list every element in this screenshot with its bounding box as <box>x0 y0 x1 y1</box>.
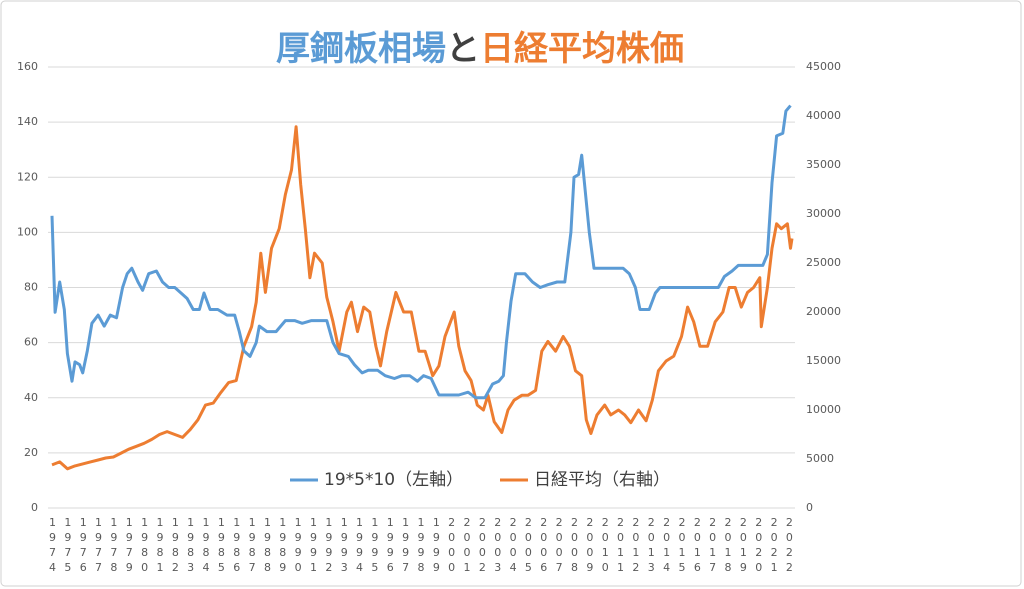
x-tick-label: 2005 <box>522 516 535 576</box>
title-part: と <box>446 29 480 69</box>
x-tick-label: 1988 <box>261 516 274 576</box>
y-tick-label: 100 <box>17 225 38 238</box>
x-tick-label: 1993 <box>338 516 351 576</box>
x-tick-label: 1982 <box>169 516 182 576</box>
y2-tick-label: 30000 <box>806 207 841 220</box>
x-tick-label: 1994 <box>353 516 366 576</box>
y-tick-label: 120 <box>17 170 38 183</box>
x-tick-label: 2016 <box>691 516 704 576</box>
y2-tick-label: 25000 <box>806 256 841 269</box>
x-tick-label: 1987 <box>246 516 259 576</box>
y-tick-label: 0 <box>31 501 38 514</box>
x-tick-label: 2000 <box>445 516 458 576</box>
x-tick-label: 2007 <box>553 516 566 576</box>
x-tick-label: 2009 <box>583 516 596 576</box>
x-tick-label: 2003 <box>491 516 504 576</box>
x-tick-label: 1979 <box>123 516 136 576</box>
x-tick-label: 2006 <box>537 516 550 576</box>
x-tick-label: 1976 <box>77 516 90 576</box>
x-tick-label: 2019 <box>737 516 750 576</box>
y2-tick-label: 5000 <box>806 452 834 465</box>
y2-tick-label: 35000 <box>806 158 841 171</box>
y2-tick-label: 40000 <box>806 109 841 122</box>
y-tick-label: 20 <box>24 446 38 459</box>
x-tick-label: 1997 <box>399 516 412 576</box>
x-tick-label: 2021 <box>768 516 781 576</box>
x-tick-label: 1992 <box>322 516 335 576</box>
x-tick-label: 1981 <box>153 516 166 576</box>
x-tick-label: 1996 <box>384 516 397 576</box>
x-tick-label: 2013 <box>645 516 658 576</box>
x-tick-label: 1974 <box>46 516 59 576</box>
title-backdrop <box>238 26 722 72</box>
y2-tick-label: 45000 <box>806 60 841 73</box>
x-tick-label: 2008 <box>568 516 581 576</box>
x-tick-label: 1983 <box>184 516 197 576</box>
x-tick-label: 1978 <box>107 516 120 576</box>
line <box>51 125 794 471</box>
x-tick-label: 1980 <box>138 516 151 576</box>
y-tick-label: 60 <box>24 336 38 349</box>
x-tick-label: 1977 <box>92 516 105 576</box>
x-tick-label: 2001 <box>461 516 474 576</box>
x-tick-label: 1989 <box>276 516 289 576</box>
title-part: 厚鋼板相場 <box>276 29 446 69</box>
y-tick-label: 80 <box>24 281 38 294</box>
x-tick-label: 2014 <box>660 516 673 576</box>
x-tick-label: 2015 <box>675 516 688 576</box>
x-tick-label: 2002 <box>476 516 489 576</box>
y-tick-label: 140 <box>17 115 38 128</box>
y2-tick-label: 20000 <box>806 305 841 318</box>
legend-label: 日経平均（右軸） <box>534 470 670 490</box>
y-tick-label: 160 <box>17 60 38 73</box>
x-tick-label: 1986 <box>230 516 243 576</box>
x-tick-label: 1984 <box>200 516 213 576</box>
title-part: 日経平均株価 <box>480 29 684 69</box>
x-tick-label: 1975 <box>61 516 74 576</box>
x-tick-label: 2017 <box>706 516 719 576</box>
legend-label: 19*5*10（左軸） <box>324 470 463 490</box>
x-tick-label: 1995 <box>368 516 381 576</box>
y2-tick-label: 15000 <box>806 354 841 367</box>
y2-tick-label: 0 <box>806 501 813 514</box>
x-tick-label: 2022 <box>783 516 796 576</box>
x-tick-label: 1999 <box>430 516 443 576</box>
x-tick-label: 2018 <box>722 516 735 576</box>
x-tick-label: 1990 <box>292 516 305 576</box>
x-tick-label: 2011 <box>614 516 627 576</box>
x-tick-label: 1985 <box>215 516 228 576</box>
x-tick-label: 2012 <box>629 516 642 576</box>
x-tick-label: 2020 <box>752 516 765 576</box>
x-tick-label: 2010 <box>599 516 612 576</box>
x-tick-label: 1991 <box>307 516 320 576</box>
x-tick-label: 2004 <box>507 516 520 576</box>
y-tick-label: 40 <box>24 391 38 404</box>
chart-title: 厚鋼板相場と日経平均株価 <box>276 29 684 69</box>
x-tick-label: 1998 <box>414 516 427 576</box>
y2-tick-label: 10000 <box>806 403 841 416</box>
line <box>50 104 792 400</box>
